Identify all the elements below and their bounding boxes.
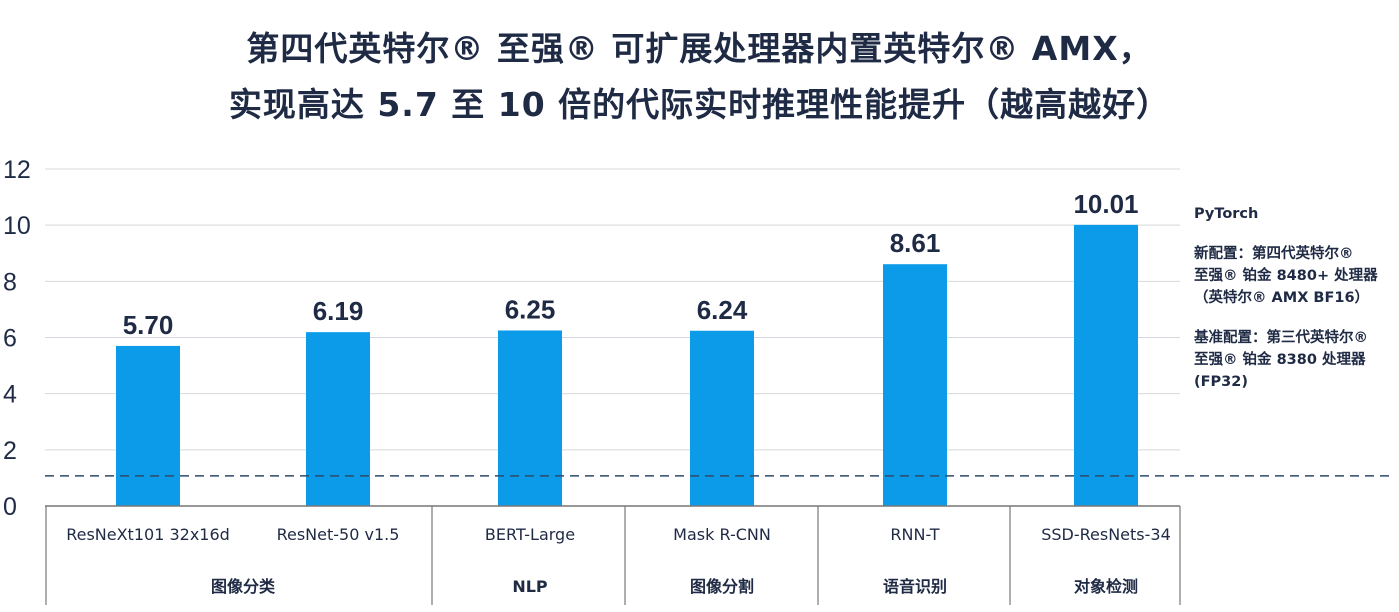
y-tick-label: 2	[3, 437, 17, 465]
x-tick-label: ResNeXt101 32x16d	[66, 525, 230, 544]
x-tick-label: Mask R-CNN	[673, 525, 771, 544]
bar	[883, 264, 947, 506]
bar	[690, 330, 754, 506]
legend-base-config-line: (FP32)	[1194, 374, 1248, 390]
group-label: NLP	[512, 577, 548, 596]
x-tick-label: ResNet-50 v1.5	[277, 525, 400, 544]
legend-new-config-line: 至强® 铂金 8480+ 处理器	[1194, 268, 1378, 284]
x-tick-label: RNN-T	[890, 525, 939, 544]
group-label: 对象检测	[1074, 577, 1138, 596]
legend-new-config-line: （英特尔® AMX BF16）	[1194, 290, 1370, 306]
group-label: 图像分割	[690, 577, 754, 596]
legend: PyTorch 新配置：第四代英特尔® 至强® 铂金 8480+ 处理器 （英特…	[1194, 203, 1394, 411]
legend-base-config-line: 至强® 铂金 8380 处理器	[1194, 352, 1366, 368]
chart-title-line-1: 第四代英特尔® 至强® 可扩展处理器内置英特尔® AMX，	[246, 29, 1153, 68]
x-tick-label: BERT-Large	[485, 525, 575, 544]
y-tick-label: 12	[3, 156, 31, 184]
y-tick-label: 0	[3, 493, 17, 521]
data-label: 8.61	[890, 228, 941, 258]
bar	[1074, 224, 1138, 506]
y-tick-label: 6	[3, 325, 17, 353]
y-tick-label: 4	[3, 381, 17, 409]
x-tick-label: SSD-ResNets-34	[1041, 525, 1171, 544]
bar	[116, 345, 180, 506]
group-label: 图像分类	[211, 577, 276, 596]
legend-base-config: 基准配置：第三代英特尔® 至强® 铂金 8380 处理器 (FP32)	[1194, 327, 1394, 393]
legend-framework: PyTorch	[1194, 206, 1259, 222]
bar	[498, 330, 562, 506]
group-label: 语音识别	[883, 577, 947, 596]
data-label: 10.01	[1073, 189, 1138, 219]
y-tick-label: 10	[3, 212, 31, 240]
legend-new-config: 新配置：第四代英特尔® 至强® 铂金 8480+ 处理器 （英特尔® AMX B…	[1194, 243, 1394, 309]
chart-title-line-2: 实现高达 5.7 至 10 倍的代际实时推理性能提升（越高越好）	[228, 85, 1171, 124]
bar	[306, 332, 370, 506]
data-label: 6.25	[505, 294, 556, 324]
legend-base-config-line: 基准配置：第三代英特尔®	[1194, 330, 1368, 346]
data-label: 6.24	[697, 295, 748, 325]
data-label: 6.19	[313, 296, 364, 326]
data-label: 5.70	[123, 310, 174, 340]
y-tick-label: 8	[3, 268, 17, 296]
legend-new-config-line: 新配置：第四代英特尔®	[1194, 246, 1354, 262]
